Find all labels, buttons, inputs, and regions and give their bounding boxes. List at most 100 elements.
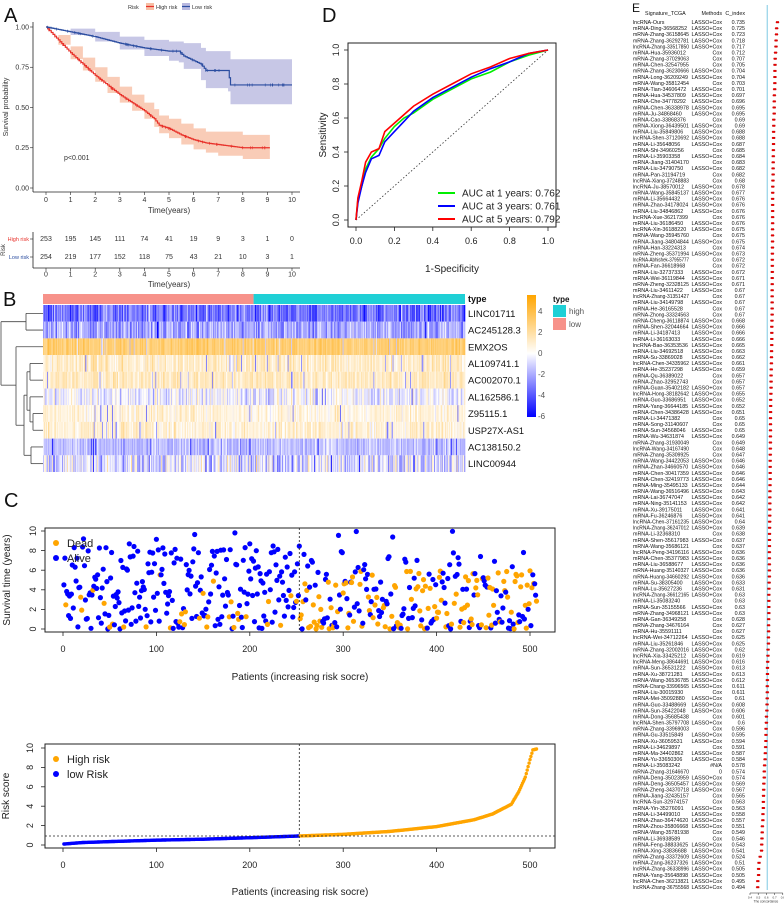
heatmap-cell [357, 355, 359, 372]
heatmap-cell [79, 338, 81, 356]
heatmap-cell [457, 305, 459, 322]
heatmap-cell [276, 305, 278, 322]
heatmap-cell [347, 438, 349, 456]
heatmap-cell [108, 405, 110, 422]
heatmap-cell [152, 321, 154, 339]
heatmap-cell [329, 405, 331, 422]
heatmap-cell [200, 338, 202, 356]
heatmap-cell [414, 371, 416, 389]
heatmap-cell [203, 421, 205, 439]
heatmap-cell [356, 338, 358, 356]
heatmap-cell [261, 355, 264, 372]
heatmap-cell [458, 438, 460, 456]
heatmap-cell [251, 355, 253, 372]
heatmap-cell [87, 321, 89, 339]
heatmap-cell [391, 405, 393, 422]
heatmap-cell [85, 338, 87, 356]
heatmap-cell [320, 388, 322, 406]
heatmap-cell [154, 388, 156, 406]
heatmap-cell [80, 321, 82, 339]
heatmap-cell [432, 355, 434, 372]
heatmap-cell [133, 438, 135, 456]
heatmap-cell [388, 421, 390, 439]
heatmap-cell [333, 355, 335, 372]
heatmap-cell [167, 388, 169, 406]
heatmap-cell [75, 355, 77, 372]
heatmap-cell [124, 455, 126, 472]
heatmap-cell [205, 355, 207, 372]
heatmap-cell [258, 355, 260, 372]
heatmap-cell [313, 321, 315, 339]
heatmap-cell [334, 371, 336, 389]
heatmap-cell [94, 371, 96, 389]
heatmap-cell [416, 438, 418, 456]
heatmap-cell [93, 405, 95, 422]
heatmap-cell [61, 321, 63, 339]
heatmap-cell [377, 405, 379, 422]
heatmap-cell [177, 388, 179, 406]
heatmap-cell [218, 421, 220, 439]
heatmap-cell [233, 355, 235, 372]
heatmap-cell [424, 388, 426, 406]
heatmap-cell [151, 455, 153, 472]
heatmap-cell [415, 421, 418, 439]
risk-count: 253 [40, 236, 52, 243]
heatmap-cell [198, 388, 200, 406]
heatmap-cell [293, 355, 295, 372]
heatmap-cell [379, 388, 381, 406]
heatmap-cell [379, 438, 381, 456]
heatmap-cell [87, 388, 89, 406]
heatmap-cell [331, 421, 333, 439]
heatmap-cell [133, 405, 135, 422]
heatmap-cell [73, 305, 75, 322]
heatmap-cell [95, 438, 97, 456]
heatmap-cell [249, 321, 251, 339]
heatmap-cell [195, 371, 197, 389]
heatmap-cell [202, 388, 204, 406]
heatmap-cell [377, 355, 379, 372]
heatmap-cell [330, 321, 333, 339]
heatmap-cell [72, 355, 74, 372]
heatmap-cell [310, 405, 312, 422]
heatmap-cell [50, 405, 52, 422]
heatmap-cell [230, 338, 232, 356]
heatmap-cell [351, 405, 353, 422]
heatmap-cell [179, 388, 181, 406]
heatmap-cell [70, 421, 72, 439]
heatmap-cell [346, 355, 348, 372]
heatmap-cell [118, 305, 120, 322]
heatmap-cell [141, 421, 143, 439]
heatmap-cell [278, 371, 280, 389]
heatmap-cell [222, 371, 224, 389]
heatmap-row-label: AL162586.1 [468, 392, 519, 403]
heatmap-cell [367, 321, 369, 339]
heatmap-cell [90, 438, 92, 456]
heatmap-cell [259, 321, 261, 339]
heatmap-cell [131, 421, 133, 439]
heatmap-cell [360, 438, 363, 456]
heatmap-cell [330, 338, 333, 356]
heatmap-cell [456, 355, 458, 372]
legend-label: High risk [156, 5, 178, 11]
heatmap-row-label: USP27X-AS1 [468, 426, 524, 437]
heatmap-cell [92, 338, 94, 356]
heatmap-cell [294, 321, 296, 339]
heatmap-cell [125, 355, 127, 372]
heatmap-cell [196, 438, 199, 456]
heatmap-cell [196, 388, 198, 406]
heatmap-cell [317, 338, 319, 356]
heatmap-cell [231, 321, 233, 339]
heatmap-cell [338, 338, 340, 356]
heatmap-cell [131, 355, 133, 372]
heatmap-cell [124, 355, 126, 372]
heatmap-cell [266, 355, 269, 372]
heatmap-cell [62, 388, 65, 406]
heatmap-cell [436, 338, 438, 356]
heatmap-cell [303, 438, 305, 456]
heatmap-cell [48, 438, 50, 456]
heatmap-cell [125, 305, 127, 322]
heatmap-cell [157, 355, 159, 372]
heatmap-cell [419, 371, 421, 389]
heatmap-cell [382, 421, 384, 439]
heatmap-cell [214, 338, 216, 356]
